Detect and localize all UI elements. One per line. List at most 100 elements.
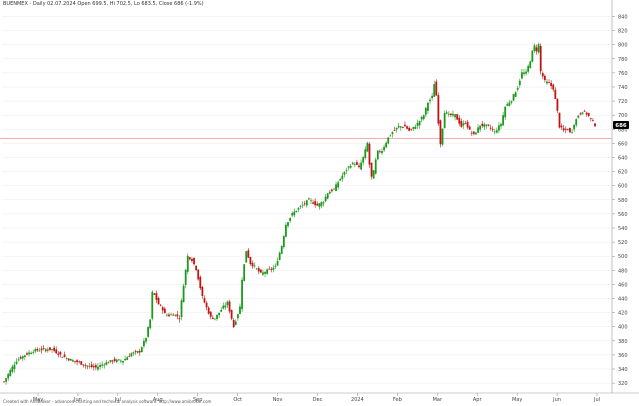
candle-down xyxy=(26,353,28,355)
y-tick-label: 660 xyxy=(618,141,628,147)
candle-down xyxy=(489,127,492,129)
candle-down xyxy=(138,350,141,353)
candle-up xyxy=(333,188,335,190)
candle-up xyxy=(218,312,220,316)
y-tick-label: 780 xyxy=(618,57,628,63)
candle-down xyxy=(585,112,588,115)
candle-up xyxy=(174,314,177,316)
candle-up xyxy=(69,359,72,361)
x-tick-label: Mar xyxy=(433,397,443,403)
candle-up xyxy=(512,94,515,101)
candle-up xyxy=(220,309,223,312)
x-tick-label: Apr xyxy=(473,397,483,403)
candle-down xyxy=(191,258,193,261)
candle-up xyxy=(364,149,367,158)
candle-up xyxy=(429,99,431,102)
candle-up xyxy=(9,369,12,376)
candle-up xyxy=(508,102,511,106)
candle-down xyxy=(153,293,156,295)
candle-up xyxy=(328,191,331,194)
candle-up xyxy=(506,104,509,106)
candle-up xyxy=(523,72,525,75)
y-tick-label: 420 xyxy=(618,311,628,317)
candle-up xyxy=(374,159,377,174)
candle-up xyxy=(145,337,147,342)
candle-up xyxy=(291,212,294,216)
candle-up xyxy=(399,126,402,128)
candle-up xyxy=(385,142,388,148)
candle-up xyxy=(514,92,517,97)
candle-up xyxy=(51,349,53,350)
candle-down xyxy=(316,203,319,206)
candle-down xyxy=(408,127,411,131)
candle-up xyxy=(427,102,429,111)
candle-up xyxy=(372,170,375,179)
candle-down xyxy=(203,298,206,303)
candle-up xyxy=(136,351,139,353)
candle-up xyxy=(351,162,354,165)
candle-down xyxy=(539,45,542,72)
candle-down xyxy=(161,307,164,311)
candle-up xyxy=(305,200,308,206)
candle-up xyxy=(414,126,417,129)
candle-up xyxy=(525,71,527,74)
candle-up xyxy=(326,193,329,199)
y-tick-label: 540 xyxy=(618,226,628,232)
candle-up xyxy=(122,361,124,363)
candle-down xyxy=(554,89,557,99)
candle-up xyxy=(441,128,444,145)
y-tick-label: 620 xyxy=(618,170,628,176)
candle-up xyxy=(337,182,340,188)
candle-up xyxy=(72,360,74,362)
candle-up xyxy=(320,202,323,207)
candle-up xyxy=(117,359,120,361)
candle-down xyxy=(84,365,87,366)
candle-up xyxy=(103,364,106,366)
candle-down xyxy=(63,354,66,357)
x-tick-label: Jun xyxy=(73,397,82,403)
candle-down xyxy=(55,349,58,354)
candle-down xyxy=(232,319,235,328)
candle-up xyxy=(577,115,580,118)
candle-down xyxy=(562,128,565,131)
candle-up xyxy=(289,217,292,221)
candle-up xyxy=(500,123,502,127)
candle-down xyxy=(113,358,116,362)
candle-down xyxy=(19,357,22,359)
candle-down xyxy=(3,381,5,383)
y-tick-label: 480 xyxy=(618,268,628,274)
candle-up xyxy=(101,364,104,366)
candle-down xyxy=(303,203,306,205)
footer-credit: Created with AmiBroker - advanced charti… xyxy=(3,399,212,404)
y-tick-label: 580 xyxy=(618,198,628,204)
candle-up xyxy=(397,125,400,128)
candle-down xyxy=(552,84,555,90)
candle-down xyxy=(569,127,571,133)
candle-up xyxy=(495,130,498,133)
candle-up xyxy=(546,81,548,84)
candle-up xyxy=(32,351,35,353)
candle-up xyxy=(518,80,521,86)
candle-up xyxy=(165,314,168,316)
y-tick-label: 800 xyxy=(618,43,628,49)
candle-up xyxy=(454,114,456,118)
candle-up xyxy=(521,72,523,79)
candle-up xyxy=(65,358,68,359)
candle-up xyxy=(452,113,454,116)
candle-up xyxy=(170,314,172,316)
candle-up xyxy=(362,156,365,163)
candle-up xyxy=(571,131,573,133)
y-tick-label: 600 xyxy=(618,184,628,190)
candle-down xyxy=(40,348,43,351)
candle-down xyxy=(176,314,179,317)
candle-up xyxy=(502,115,505,126)
candle-up xyxy=(234,321,237,325)
candle-down xyxy=(404,124,406,127)
candle-up xyxy=(447,113,450,115)
candle-down xyxy=(358,165,360,168)
candle-up xyxy=(516,87,519,90)
candle-down xyxy=(80,361,83,365)
candle-down xyxy=(249,257,252,264)
candle-down xyxy=(314,201,317,206)
candle-up xyxy=(360,162,363,170)
